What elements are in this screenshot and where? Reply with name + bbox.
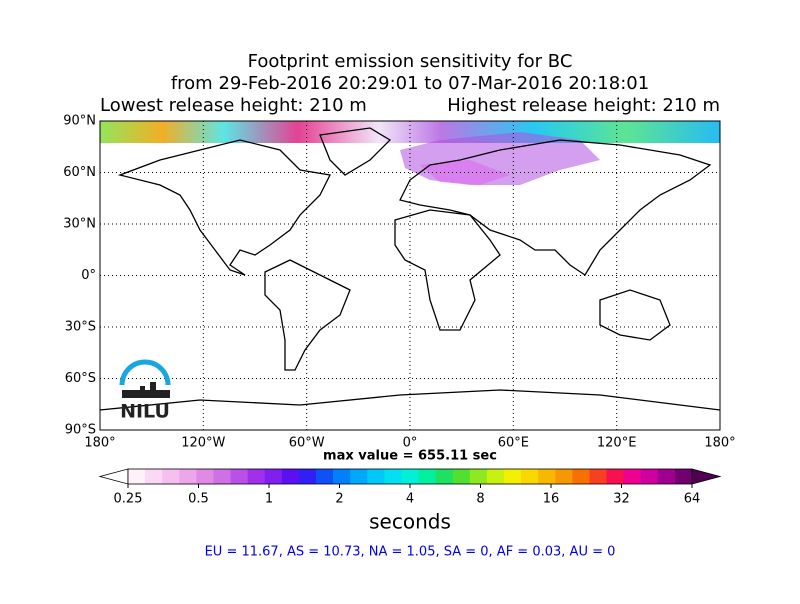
colorbar-segment: [469, 469, 488, 484]
colorbar-segment: [606, 469, 625, 484]
colorbar-segment: [213, 469, 232, 484]
colorbar-segment: [179, 469, 197, 484]
colorbar-segment: [333, 469, 351, 484]
colorbar-segment: [367, 469, 385, 484]
lowest-release: Lowest release height: 210 m: [100, 95, 367, 116]
colorbar-segment: [281, 469, 300, 484]
y-tick-label: 30°N: [63, 217, 96, 232]
colorbar-segment: [145, 469, 163, 484]
colorbar-tick-label: 4: [406, 492, 414, 507]
y-tick-label: 90°N: [63, 114, 96, 129]
x-tick-label: 180°: [704, 436, 735, 451]
map-frame: [99, 120, 721, 431]
colorbar-segment: [247, 469, 266, 484]
colorbar-segment: [316, 469, 334, 484]
colorbar-over: [691, 468, 722, 485]
colorbar-segment: [435, 469, 454, 484]
colorbar-tick-label: 1: [265, 492, 273, 507]
colorbar-tick-label: 16: [543, 492, 560, 507]
colorbar-segment: [128, 469, 146, 484]
colorbar-tick-label: 2: [335, 492, 343, 507]
x-tick-label: 120°W: [181, 436, 225, 451]
colorbar-tick-label: 0.5: [188, 492, 209, 507]
colorbar-segment: [350, 469, 368, 484]
colorbar-segment: [674, 469, 693, 484]
y-tick-label: 90°S: [65, 423, 96, 438]
colorbar-label: seconds: [369, 510, 451, 534]
title: Footprint emission sensitivity for BC: [248, 51, 573, 72]
highest-release: Highest release height: 210 m: [447, 95, 720, 116]
colorbar-tick-label: 0.25: [114, 492, 143, 507]
eurasia: [399, 139, 712, 276]
colorbar-segment: [504, 469, 522, 484]
colorbar-segment: [486, 469, 505, 484]
y-tick-label: 60°S: [65, 371, 96, 386]
greenland: [319, 127, 392, 176]
colorbar-segment: [555, 469, 573, 484]
colorbar-segment: [640, 469, 659, 484]
map-area: NILU: [99, 120, 721, 431]
north-america: [117, 139, 331, 276]
antarctica: [99, 389, 721, 411]
colorbar-segment: [623, 469, 642, 484]
colorbar-segment: [162, 469, 180, 484]
region-stats: EU = 11.67, AS = 10.73, NA = 1.05, SA = …: [205, 545, 616, 560]
colorbar-segment: [384, 469, 402, 484]
colorbar-tick-label: 64: [684, 492, 701, 507]
colorbar-segment: [538, 469, 556, 484]
colorbar-segment: [401, 469, 420, 484]
colorbar-segment: [230, 469, 249, 484]
coastlines: [99, 127, 721, 411]
x-tick-label: 120°E: [597, 436, 637, 451]
x-tick-label: 60°E: [498, 436, 529, 451]
colorbar-segment: [589, 469, 608, 484]
colorbar-segment: [657, 469, 676, 484]
africa: [394, 209, 501, 331]
colorbar-segment: [452, 469, 471, 484]
max-value: max value = 655.11 sec: [323, 449, 497, 464]
x-tick-label: 60°W: [289, 436, 325, 451]
colorbar-tick-label: 8: [476, 492, 484, 507]
x-tick-label: 0°: [403, 436, 418, 451]
logo: NILU: [119, 359, 171, 423]
colorbar-tick-label: 32: [613, 492, 630, 507]
colorbar-segment: [521, 469, 539, 484]
colorbar-segment: [264, 469, 283, 484]
y-tick-label: 30°S: [65, 320, 96, 335]
y-tick-label: 0°: [81, 268, 96, 283]
colorbar-segment: [572, 469, 590, 484]
colorbar: 0.25 0.5 1 2 4 8 16 32 64: [98, 468, 722, 507]
south-america: [264, 259, 351, 371]
colorbar-segment: [196, 469, 214, 484]
subtitle: from 29-Feb-2016 20:29:01 to 07-Mar-2016…: [171, 73, 649, 94]
colorbar-under: [98, 468, 129, 485]
logo-text: NILU: [120, 401, 170, 423]
x-tick-label: 180°: [84, 436, 115, 451]
colorbar-segment: [298, 469, 317, 484]
colorbar-segment: [418, 469, 437, 484]
australia: [599, 289, 671, 341]
emission-band: [100, 121, 720, 143]
y-tick-label: 60°N: [63, 165, 96, 180]
